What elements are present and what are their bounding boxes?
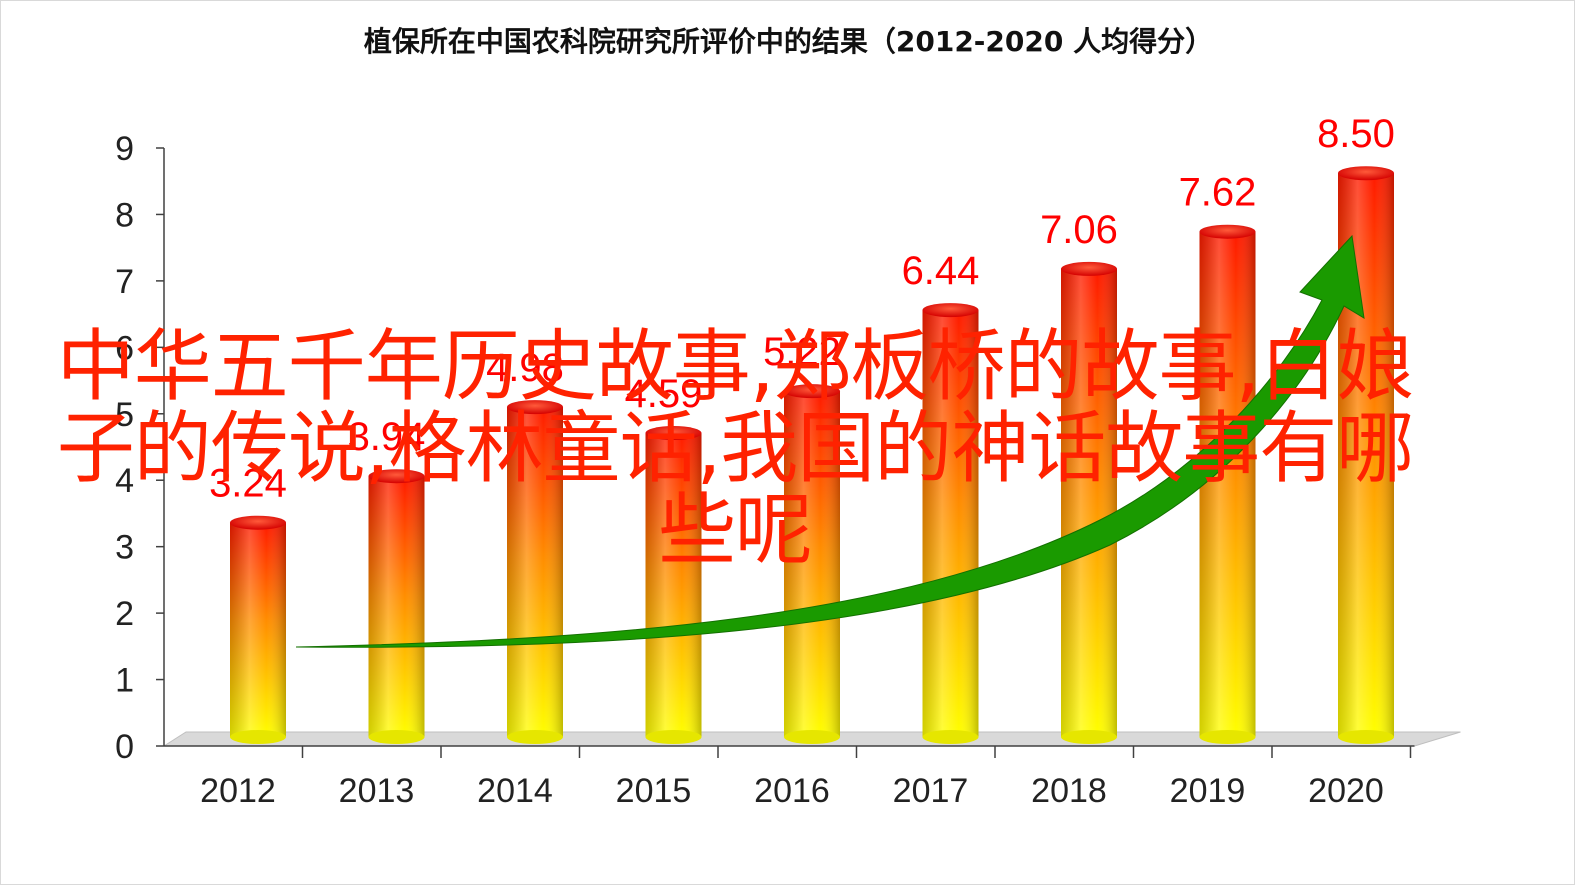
x-tick-label: 2012 <box>200 772 276 810</box>
bar <box>368 469 425 744</box>
bar <box>230 515 286 744</box>
data-labels: 3.24 3.94 4.98 4.59 5.22 6.44 7.06 7.62 8.50 <box>209 112 1395 505</box>
bar <box>784 384 840 744</box>
bar <box>1199 224 1256 744</box>
y-tick-label: 5 <box>115 396 134 434</box>
bar-cap <box>784 384 840 399</box>
bar-cap <box>230 515 286 530</box>
trend-arrow-shape <box>295 234 1365 648</box>
bar-shading <box>368 476 425 737</box>
bar <box>507 400 563 744</box>
x-tick-label: 2020 <box>1308 772 1384 810</box>
bar <box>922 303 979 744</box>
bar <box>1061 261 1117 744</box>
bar-shading <box>230 522 286 737</box>
bar-base <box>1061 730 1117 744</box>
x-tick-label: 2016 <box>754 772 830 810</box>
data-label: 7.62 <box>1179 171 1257 215</box>
data-label: 4.98 <box>486 346 564 390</box>
x-tick-label: 2014 <box>477 772 553 810</box>
bar-base <box>1338 730 1394 744</box>
y-tick-label: 2 <box>115 595 134 633</box>
bar-series <box>230 166 1394 744</box>
y-tick-label: 8 <box>115 196 134 234</box>
y-tick-label: 9 <box>115 130 134 168</box>
bar-shading <box>784 391 840 737</box>
y-tick-label: 0 <box>115 728 134 766</box>
x-axis-ticks: 2012 2013 2014 2015 2016 2017 2018 2019 2020 <box>200 746 1412 810</box>
bar-cap <box>1199 224 1256 239</box>
data-label: 8.50 <box>1317 112 1395 156</box>
overlay-caption: 中华五千年历史故事,郑板桥的故事,白娘子的传说,格林童话,我国的神话故事有哪些呢 <box>56 322 1415 576</box>
trend-arrow <box>295 234 1365 648</box>
bar-cap <box>645 426 702 441</box>
x-tick-label: 2013 <box>339 772 415 810</box>
x-tick-label: 2015 <box>616 772 692 810</box>
data-label: 5.22 <box>763 330 841 374</box>
y-tick-label: 1 <box>115 662 134 700</box>
x-tick-label: 2018 <box>1031 772 1107 810</box>
y-axis-ticks: 0 1 2 3 4 5 6 7 8 9 <box>115 130 164 766</box>
bar-base <box>368 730 425 744</box>
bar-shading <box>507 407 563 737</box>
data-label: 7.06 <box>1040 208 1118 252</box>
bar-base <box>784 730 840 744</box>
chart-title: 植保所在中国农科院研究所评价中的结果（2012-2020 人均得分） <box>363 25 1214 58</box>
y-tick-label: 3 <box>115 529 134 567</box>
y-tick-label: 6 <box>115 329 134 367</box>
bar-cap <box>1338 166 1394 181</box>
bar-base <box>645 730 702 744</box>
bar-cap <box>922 303 979 318</box>
bar-cap <box>368 469 425 484</box>
data-label: 3.24 <box>209 462 287 506</box>
bar-shading <box>1061 268 1117 737</box>
bar-base <box>507 730 563 744</box>
data-label: 3.94 <box>348 415 426 459</box>
axes <box>163 148 1415 747</box>
bar-base <box>230 730 286 744</box>
bar-base <box>1199 730 1256 744</box>
x-tick-label: 2017 <box>893 772 969 810</box>
bar-shading <box>645 433 702 737</box>
y-tick-label: 7 <box>115 263 134 301</box>
data-label: 4.59 <box>625 372 703 416</box>
x-tick-label: 2019 <box>1170 772 1246 810</box>
bar-shading <box>922 310 979 737</box>
y-tick-label: 4 <box>115 462 134 500</box>
bar-base <box>922 730 979 744</box>
bar-cap <box>1061 261 1117 276</box>
bar-shading <box>1199 231 1256 737</box>
data-label: 6.44 <box>902 249 980 293</box>
bar <box>645 426 702 744</box>
bar-cap <box>507 400 563 415</box>
